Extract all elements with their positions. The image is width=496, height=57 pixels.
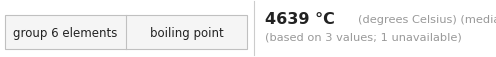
Text: boiling point: boiling point: [150, 26, 223, 39]
Text: (degrees Celsius) (median): (degrees Celsius) (median): [358, 15, 496, 25]
Text: group 6 elements: group 6 elements: [13, 26, 118, 39]
Text: (based on 3 values; 1 unavailable): (based on 3 values; 1 unavailable): [265, 32, 462, 42]
Text: 4639 °C: 4639 °C: [265, 12, 335, 27]
Bar: [5, 16, 247, 49]
